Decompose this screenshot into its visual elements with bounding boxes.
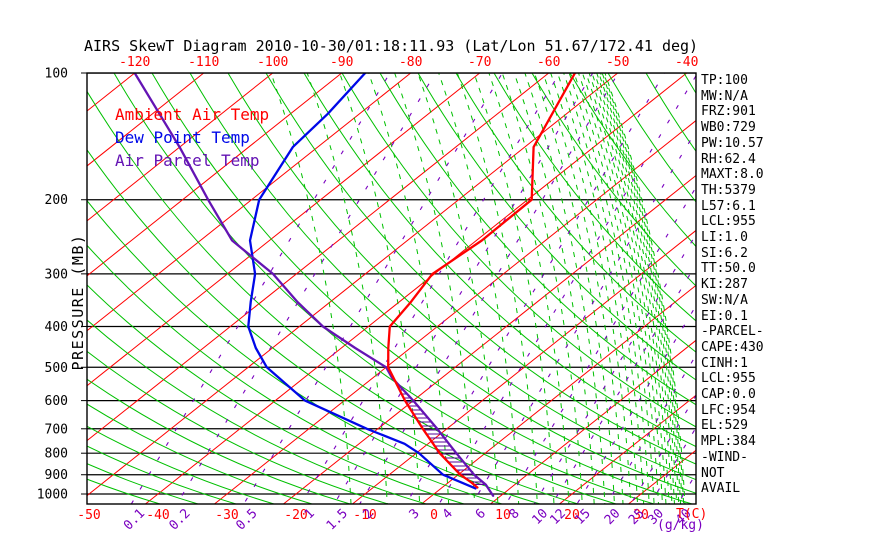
stats-line: WB0:729: [701, 120, 756, 136]
stats-line: TH:5379: [701, 182, 756, 198]
legend-item-ambient: Ambient Air Temp: [115, 105, 270, 124]
temp-top-label: -50: [606, 55, 629, 70]
stats-line: CINH:1: [701, 355, 748, 371]
stats-line: PW:10.57: [701, 135, 764, 151]
pressure-tick-label: 1000: [37, 488, 68, 503]
mixing-ratio-label: 1.5: [324, 506, 351, 533]
mixing-ratio-label: 0.1: [121, 506, 148, 533]
temp-top-label: -60: [537, 55, 560, 70]
stats-line: -WIND-: [701, 449, 748, 465]
legend: Ambient Air Temp Dew Point Temp Air Parcel…: [115, 103, 269, 172]
temp-bottom-labels: -50 -40 -30 -20 -10 0 10 20 30: [77, 508, 649, 523]
stats-line: SI:6.2: [701, 245, 748, 261]
stats-line: NOT: [701, 465, 725, 481]
dew-point-curve: [247, 73, 477, 490]
pressure-tick-label: 400: [45, 320, 68, 335]
stats-line: MPL:384: [701, 434, 756, 450]
temp-bottom-label: -10: [353, 508, 376, 523]
pressure-tick-label: 800: [45, 447, 68, 462]
stats-panel: TP:100 MW:N/A FRZ:901 WB0:729 PW:10.57 RH:62.…: [701, 73, 869, 497]
mixing-ratio-lines: [130, 73, 696, 504]
temp-top-label: -120: [119, 55, 150, 70]
stats-line: FRZ:901: [701, 104, 756, 120]
stats-line: RH:62.4: [701, 151, 756, 167]
stats-line: LI:1.0: [701, 230, 748, 246]
dry-adiabat-lines: [87, 73, 696, 504]
pressure-tick-label: 900: [45, 468, 68, 483]
stats-line: EL:529: [701, 418, 748, 434]
stats-line: KI:287: [701, 277, 748, 293]
legend-item-parcel: Air Parcel Temp: [115, 151, 260, 170]
mixing-ratio-label: 6: [473, 506, 489, 522]
temp-bottom-label: 0: [430, 508, 438, 523]
temp-bottom-label: -20: [284, 508, 307, 523]
temp-top-labels: -120 -110 -100 -90 -80 -70 -60 -50 -40: [119, 55, 698, 70]
temp-bottom-label: -50: [77, 508, 100, 523]
temp-bottom-label: -40: [146, 508, 169, 523]
temp-top-label: -100: [257, 55, 288, 70]
pressure-tick-label: 200: [45, 193, 68, 208]
temp-top-label: -80: [399, 55, 422, 70]
stats-line: LFC:954: [701, 402, 756, 418]
pressure-gridlines: [87, 73, 696, 495]
stats-line: CAPE:430: [701, 339, 764, 355]
moist-adiabat-lines: [270, 73, 686, 504]
temp-bottom-label: 20: [564, 508, 580, 523]
legend-item-dewpoint: Dew Point Temp: [115, 128, 250, 147]
stats-line: LCL:955: [701, 371, 756, 387]
stats-line: MW:N/A: [701, 88, 748, 104]
stats-line: LCL:955: [701, 214, 756, 230]
pressure-axis: 100 200 300 400 500 600 700 800 900 1000 PRESSURE …: [37, 67, 87, 503]
skewt-frame: [86, 72, 697, 505]
stats-line: -PARCEL-: [701, 324, 764, 340]
chart-title: AIRS SkewT Diagram 2010-10-30/01:18:11.9…: [84, 37, 699, 55]
stats-line: EI:0.1: [701, 308, 748, 324]
pressure-tick-label: 300: [45, 267, 68, 282]
stats-line: AVAIL: [701, 481, 741, 497]
stats-line: TT:50.0: [701, 261, 756, 277]
mixing-ratio-label: 4: [440, 506, 456, 522]
stats-line: CAP:0.0: [701, 387, 756, 403]
temp-bottom-label: -30: [215, 508, 238, 523]
temp-unit-label: T(C): [676, 507, 708, 522]
stats-line: L57:6.1: [701, 198, 756, 214]
temp-top-label: -40: [675, 55, 698, 70]
pressure-tick-label: 500: [45, 361, 68, 376]
mixing-ratio-label: 0.2: [166, 506, 193, 533]
pressure-tick-label: 600: [45, 394, 68, 409]
mixing-ratio-label: 3: [407, 506, 423, 522]
pressure-axis-title: PRESSURE (MB): [69, 234, 87, 371]
temp-bottom-label: 30: [633, 508, 649, 523]
stats-line: SW:N/A: [701, 292, 748, 308]
temp-top-label: -110: [188, 55, 219, 70]
pressure-tick-label: 700: [45, 422, 68, 437]
plot-grid: [87, 73, 696, 504]
mixing-unit-label: (g/kg): [657, 518, 704, 533]
ambient-temp-curve: [387, 73, 577, 489]
pressure-tick-label: 100: [45, 67, 68, 82]
temp-bottom-label: 10: [495, 508, 511, 523]
temp-top-label: -70: [468, 55, 491, 70]
stats-line: TP:100: [701, 73, 748, 88]
stats-line: MAXT:8.0: [701, 167, 764, 183]
air-parcel-curve: [133, 73, 495, 497]
mixing-ratio-label: 20: [602, 506, 624, 528]
temp-top-label: -90: [330, 55, 353, 70]
